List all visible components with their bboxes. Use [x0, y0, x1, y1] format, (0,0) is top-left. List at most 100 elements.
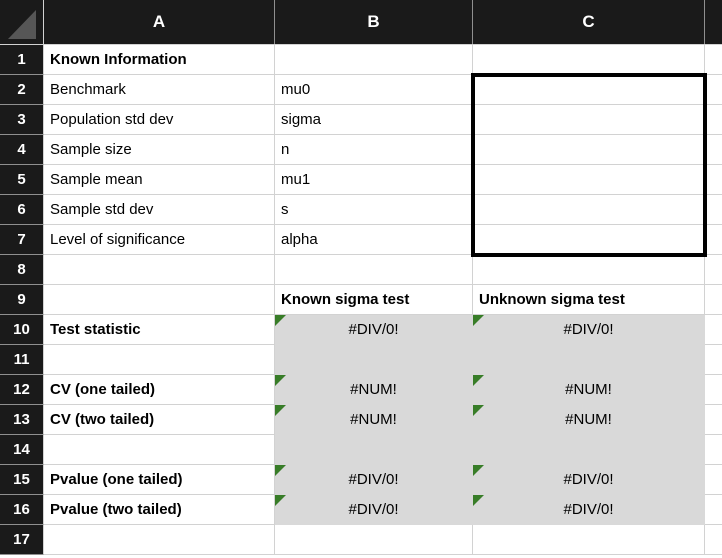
row-header-14[interactable]: 14 — [0, 435, 44, 465]
cell-D3[interactable] — [705, 105, 722, 135]
cell-D4[interactable] — [705, 135, 722, 165]
cell-D11[interactable] — [705, 345, 722, 375]
cell-A6[interactable]: Sample std dev — [44, 195, 275, 225]
row-7: 7 Level of significance alpha — [0, 225, 722, 255]
row-3: 3 Population std dev sigma — [0, 105, 722, 135]
cell-B12[interactable]: #NUM! — [275, 375, 473, 405]
cell-A5[interactable]: Sample mean — [44, 165, 275, 195]
cell-B8[interactable] — [275, 255, 473, 285]
row-header-7[interactable]: 7 — [0, 225, 44, 255]
row-header-5[interactable]: 5 — [0, 165, 44, 195]
row-header-13[interactable]: 13 — [0, 405, 44, 435]
cell-B15[interactable]: #DIV/0! — [275, 465, 473, 495]
row-header-2[interactable]: 2 — [0, 75, 44, 105]
column-header-a[interactable]: A — [44, 0, 275, 44]
cell-B9[interactable]: Known sigma test — [275, 285, 473, 315]
cell-D9[interactable] — [705, 285, 722, 315]
cell-B11[interactable] — [275, 345, 473, 375]
row-header-15[interactable]: 15 — [0, 465, 44, 495]
cell-B1[interactable] — [275, 45, 473, 75]
row-12: 12 CV (one tailed) #NUM! #NUM! — [0, 375, 722, 405]
cell-A9[interactable] — [44, 285, 275, 315]
cell-B10[interactable]: #DIV/0! — [275, 315, 473, 345]
cell-B3[interactable]: sigma — [275, 105, 473, 135]
cell-A14[interactable] — [44, 435, 275, 465]
cell-C5[interactable] — [473, 165, 705, 195]
cell-D7[interactable] — [705, 225, 722, 255]
cell-C11[interactable] — [473, 345, 705, 375]
cell-A7[interactable]: Level of significance — [44, 225, 275, 255]
cell-C13[interactable]: #NUM! — [473, 405, 705, 435]
cell-C6[interactable] — [473, 195, 705, 225]
cell-C8[interactable] — [473, 255, 705, 285]
cell-B17[interactable] — [275, 525, 473, 555]
cell-C15[interactable]: #DIV/0! — [473, 465, 705, 495]
cell-C4[interactable] — [473, 135, 705, 165]
cell-C3[interactable] — [473, 105, 705, 135]
cell-A3[interactable]: Population std dev — [44, 105, 275, 135]
cell-D2[interactable] — [705, 75, 722, 105]
cell-A15[interactable]: Pvalue (one tailed) — [44, 465, 275, 495]
row-header-6[interactable]: 6 — [0, 195, 44, 225]
cell-B6[interactable]: s — [275, 195, 473, 225]
cell-A8[interactable] — [44, 255, 275, 285]
cell-A4[interactable]: Sample size — [44, 135, 275, 165]
row-header-17[interactable]: 17 — [0, 525, 44, 555]
cell-A13[interactable]: CV (two tailed) — [44, 405, 275, 435]
row-header-12[interactable]: 12 — [0, 375, 44, 405]
cell-B13[interactable]: #NUM! — [275, 405, 473, 435]
row-header-1[interactable]: 1 — [0, 45, 44, 75]
cell-C7[interactable] — [473, 225, 705, 255]
cell-D5[interactable] — [705, 165, 722, 195]
cell-A16[interactable]: Pvalue (two tailed) — [44, 495, 275, 525]
cell-B4[interactable]: n — [275, 135, 473, 165]
row-header-8[interactable]: 8 — [0, 255, 44, 285]
cell-C2[interactable] — [473, 75, 705, 105]
cell-D14[interactable] — [705, 435, 722, 465]
cell-A12[interactable]: CV (one tailed) — [44, 375, 275, 405]
row-header-11[interactable]: 11 — [0, 345, 44, 375]
row-header-10[interactable]: 10 — [0, 315, 44, 345]
cell-D15[interactable] — [705, 465, 722, 495]
row-header-4[interactable]: 4 — [0, 135, 44, 165]
cell-A11[interactable] — [44, 345, 275, 375]
cell-B14[interactable] — [275, 435, 473, 465]
error-indicator-icon — [275, 405, 286, 416]
cell-D1[interactable] — [705, 45, 722, 75]
select-all-corner[interactable] — [0, 0, 44, 44]
cell-C10[interactable]: #DIV/0! — [473, 315, 705, 345]
cell-A17[interactable] — [44, 525, 275, 555]
cell-B16[interactable]: #DIV/0! — [275, 495, 473, 525]
cell-B5[interactable]: mu1 — [275, 165, 473, 195]
cell-A1[interactable]: Known Information — [44, 45, 275, 75]
row-header-3[interactable]: 3 — [0, 105, 44, 135]
column-header-d[interactable] — [705, 0, 722, 44]
cell-C14[interactable] — [473, 435, 705, 465]
cell-A10[interactable]: Test statistic — [44, 315, 275, 345]
cell-D12[interactable] — [705, 375, 722, 405]
cell-D17[interactable] — [705, 525, 722, 555]
cell-D8[interactable] — [705, 255, 722, 285]
error-indicator-icon — [473, 315, 484, 326]
cell-D10[interactable] — [705, 315, 722, 345]
cell-B2[interactable]: mu0 — [275, 75, 473, 105]
column-header-b[interactable]: B — [275, 0, 473, 44]
cell-C1[interactable] — [473, 45, 705, 75]
cell-D6[interactable] — [705, 195, 722, 225]
cell-value: #NUM! — [350, 381, 397, 398]
cell-value: #DIV/0! — [348, 321, 399, 338]
row-16: 16 Pvalue (two tailed) #DIV/0! #DIV/0! — [0, 495, 722, 525]
row-header-16[interactable]: 16 — [0, 495, 44, 525]
cell-A2[interactable]: Benchmark — [44, 75, 275, 105]
column-header-c[interactable]: C — [473, 0, 705, 44]
row-1: 1 Known Information — [0, 45, 722, 75]
cell-C12[interactable]: #NUM! — [473, 375, 705, 405]
cell-B7[interactable]: alpha — [275, 225, 473, 255]
cell-C17[interactable] — [473, 525, 705, 555]
cell-D13[interactable] — [705, 405, 722, 435]
cell-C9[interactable]: Unknown sigma test — [473, 285, 705, 315]
row-13: 13 CV (two tailed) #NUM! #NUM! — [0, 405, 722, 435]
cell-C16[interactable]: #DIV/0! — [473, 495, 705, 525]
row-header-9[interactable]: 9 — [0, 285, 44, 315]
cell-D16[interactable] — [705, 495, 722, 525]
